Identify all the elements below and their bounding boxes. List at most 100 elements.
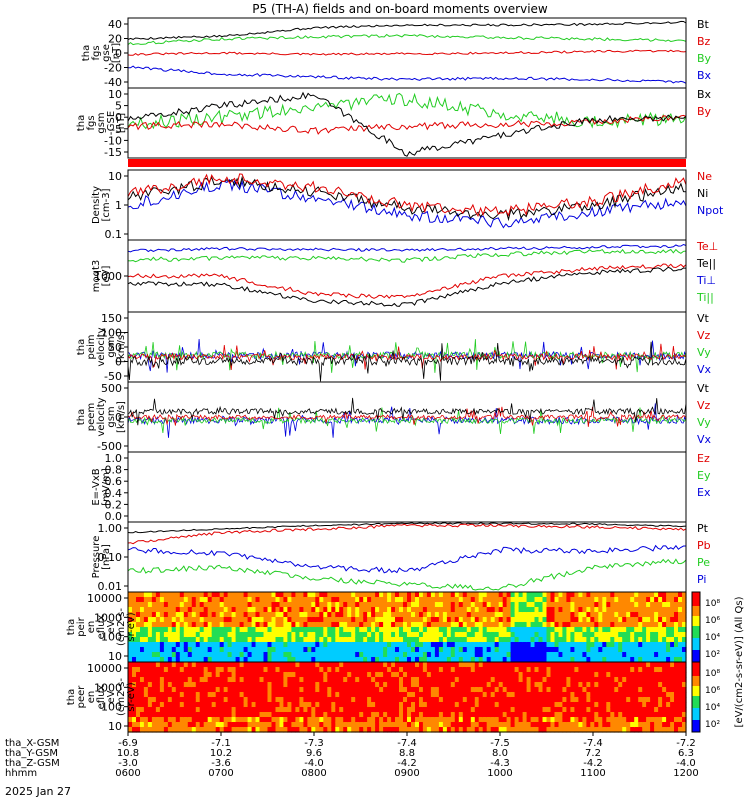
spectrogram-cell [147, 642, 153, 648]
spectrogram-cell [618, 662, 623, 668]
spectrogram-cell [606, 632, 611, 638]
x-tick-label: -7.5 [490, 738, 510, 749]
spectrogram-cell [419, 607, 424, 613]
spectrogram-cell [646, 712, 651, 718]
spectrogram-cell [379, 657, 384, 663]
spectrogram-cell [219, 697, 225, 703]
spectrogram-cell [422, 592, 428, 598]
spectrogram-cell [403, 632, 408, 638]
spectrogram-cell [251, 627, 257, 633]
spectrogram-cell [339, 682, 344, 688]
spectrogram-cell [179, 682, 185, 688]
y-tick-label: -5 [111, 123, 122, 136]
spectrogram-cell [215, 642, 221, 648]
spectrogram-cell [275, 617, 281, 623]
spectrogram-cell [606, 637, 611, 643]
spectrogram-cell [450, 642, 456, 648]
x-tick-label: -6.9 [118, 738, 138, 749]
spectrogram-cell [143, 627, 149, 633]
spectrogram-cell [343, 602, 348, 608]
y-axis-label: peir [76, 616, 87, 636]
spectrogram-cell [562, 682, 567, 688]
spectrogram-cell [458, 612, 464, 618]
spectrogram-cell [219, 647, 225, 653]
spectrogram-cell [128, 707, 133, 713]
spectrogram-cell [287, 612, 292, 618]
spectrogram-cell [566, 727, 571, 733]
spectrogram-cell [136, 717, 141, 723]
spectrogram-cell [203, 702, 209, 708]
spectrogram-cell [227, 687, 233, 693]
spectrogram-cell [279, 642, 285, 648]
spectrogram-cell [307, 682, 312, 688]
spectrogram-cell [143, 722, 149, 728]
spectrogram-cell [610, 627, 615, 633]
spectrogram-cell [395, 697, 400, 703]
spectrogram-cell [259, 677, 265, 683]
spectrogram-cell [299, 657, 304, 663]
spectrogram-cell [275, 727, 281, 733]
spectrogram-cell [163, 612, 169, 618]
spectrogram-cell [395, 632, 400, 638]
spectrogram-cell [391, 702, 396, 708]
spectrogram-cell [554, 622, 560, 628]
spectrogram-cell [367, 657, 372, 663]
spectrogram-cell [128, 657, 133, 663]
spectrogram-cell [227, 662, 233, 668]
series-line [127, 558, 687, 591]
spectrogram-cell [534, 722, 540, 728]
spectrogram-cell [267, 592, 273, 598]
spectrogram-cell [538, 677, 544, 683]
spectrogram-cell [638, 702, 643, 708]
spectrogram-cell [542, 657, 548, 663]
spectrogram-cell [407, 672, 412, 678]
spectrogram-cell [147, 667, 153, 673]
spectrogram-cell [594, 632, 599, 638]
spectrogram-cell [363, 607, 368, 613]
spectrogram-cell [550, 592, 556, 598]
legend-entry: Vz [697, 329, 711, 342]
spectrogram-cell [462, 597, 468, 603]
spectrogram-cell [514, 692, 520, 698]
spectrogram-cell [259, 657, 265, 663]
spectrogram-cell [554, 712, 560, 718]
spectrogram-cell [299, 682, 304, 688]
spectrogram-cell [562, 647, 567, 653]
spectrogram-cell [403, 697, 408, 703]
spectrogram-cell [183, 622, 189, 628]
spectrogram-cell [558, 622, 564, 628]
spectrogram-cell [674, 717, 679, 723]
spectrogram-cell [654, 632, 659, 638]
spectrogram-cell [147, 592, 153, 598]
spectrogram-cell [279, 612, 285, 618]
spectrogram-cell [666, 677, 671, 683]
spectrogram-cell [438, 682, 444, 688]
spectrogram-cell [267, 632, 273, 638]
spectrogram-cell [287, 647, 292, 653]
spectrogram-cell [279, 637, 285, 643]
spectrogram-cell [371, 707, 376, 713]
spectrogram-cell [470, 627, 476, 633]
spectrogram-cell [610, 647, 615, 653]
spectrogram-cell [263, 702, 269, 708]
spectrogram-cell [654, 607, 659, 613]
spectrogram-cell [446, 652, 452, 658]
spectrogram-cell [315, 667, 320, 673]
spectrogram-cell [682, 672, 687, 678]
spectrogram-cell [347, 592, 352, 598]
spectrogram-cell [450, 607, 456, 613]
spectrogram-cell [279, 692, 285, 698]
spectrogram-cell [514, 662, 520, 668]
spectrogram-cell [634, 707, 639, 713]
spectrogram-cell [602, 612, 607, 618]
x-tick-label: 0900 [394, 768, 419, 779]
spectrogram-cell [399, 697, 404, 703]
spectrogram-cell [211, 717, 217, 723]
spectrogram-cell [387, 642, 392, 648]
spectrogram-cell [450, 592, 456, 598]
spectrogram-cell [335, 702, 340, 708]
spectrogram-cell [271, 657, 277, 663]
spectrogram-cell [622, 727, 627, 733]
spectrogram-cell [128, 592, 133, 598]
